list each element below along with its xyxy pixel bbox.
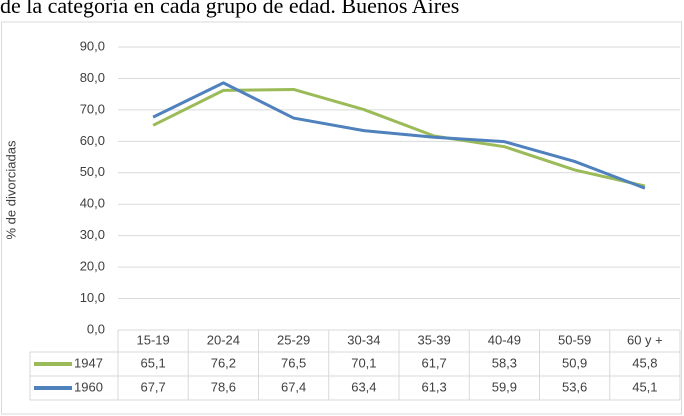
y-tick-label: 50,0	[80, 164, 105, 179]
table-value: 65,1	[140, 355, 165, 370]
y-tick-label: 0,0	[87, 321, 105, 336]
table-value: 67,4	[281, 379, 306, 394]
table-value: 63,4	[351, 379, 376, 394]
y-axis-label: % de divorciadas	[3, 140, 18, 239]
legend-label: 1960	[74, 379, 103, 394]
y-tick-label: 80,0	[80, 70, 105, 85]
table-value: 76,2	[211, 355, 236, 370]
x-tick-label: 20-24	[207, 332, 240, 347]
x-tick-label: 35-39	[418, 332, 451, 347]
y-tick-label: 30,0	[80, 227, 105, 242]
table-value: 45,8	[632, 355, 657, 370]
y-tick-label: 90,0	[80, 38, 105, 53]
x-tick-label: 25-29	[277, 332, 310, 347]
chart-title: de la categoría en cada grupo de edad. B…	[0, 0, 459, 18]
x-tick-label: 15-19	[137, 332, 170, 347]
y-tick-label: 40,0	[80, 196, 105, 211]
table-value: 76,5	[281, 355, 306, 370]
series-line	[152, 81, 646, 190]
x-tick-label: 40-49	[488, 332, 521, 347]
y-tick-label: 20,0	[80, 259, 105, 274]
table-value: 59,9	[492, 379, 517, 394]
y-tick-label: 70,0	[80, 101, 105, 116]
x-tick-label: 60 y +	[627, 332, 663, 347]
x-tick-label: 50-59	[558, 332, 591, 347]
table-value: 45,1	[632, 379, 657, 394]
table-value: 61,7	[421, 355, 446, 370]
table-value: 58,3	[492, 355, 517, 370]
table-value: 53,6	[562, 379, 587, 394]
table-value: 70,1	[351, 355, 376, 370]
table-value: 61,3	[421, 379, 446, 394]
chart-frame	[1, 21, 682, 415]
y-tick-label: 60,0	[80, 133, 105, 148]
table-value: 78,6	[211, 379, 236, 394]
y-tick-label: 10,0	[80, 290, 105, 305]
legend-label: 1947	[74, 355, 103, 370]
table-value: 50,9	[562, 355, 587, 370]
x-tick-label: 30-34	[347, 332, 380, 347]
table-value: 67,7	[140, 379, 165, 394]
